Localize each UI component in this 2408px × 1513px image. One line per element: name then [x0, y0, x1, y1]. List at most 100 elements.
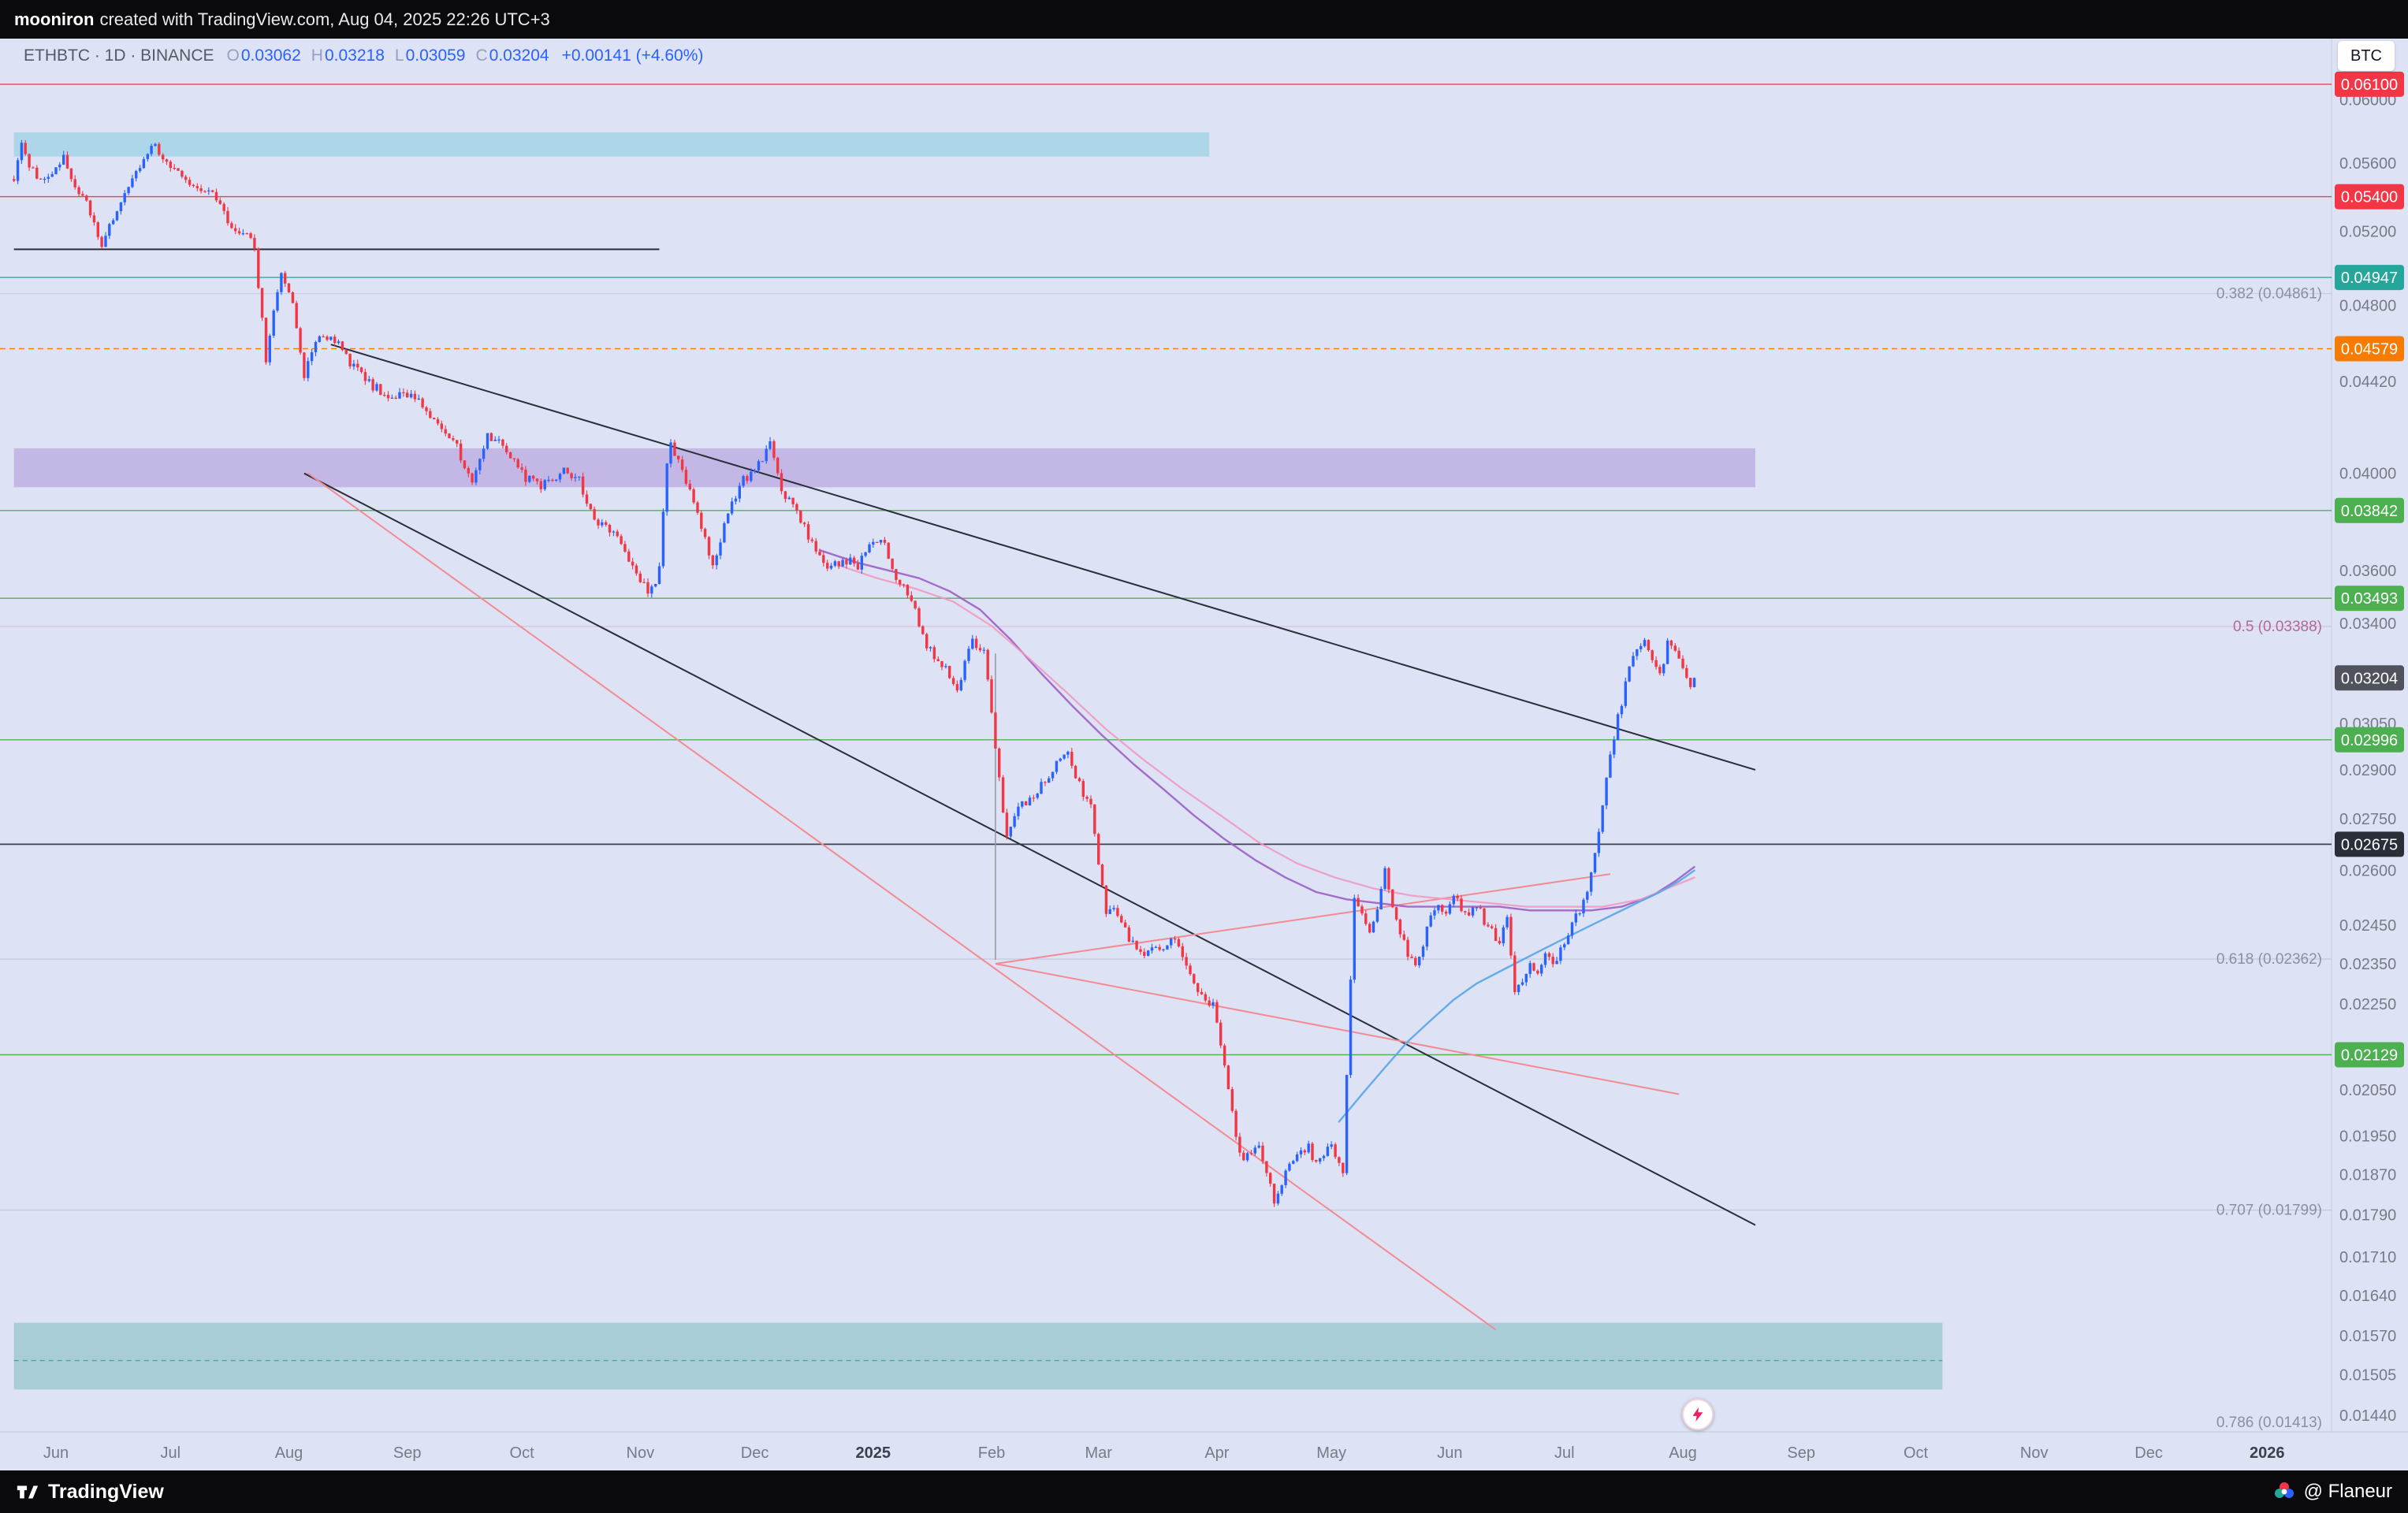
price-badge-label: 0.03204	[2341, 670, 2398, 687]
price-badge-label: 0.02675	[2341, 836, 2398, 853]
price-tick-label: 0.01440	[2339, 1407, 2396, 1425]
time-tick-label: Nov	[627, 1444, 655, 1462]
price-badge	[2335, 1042, 2404, 1068]
price-tick-label: 0.02600	[2339, 863, 2396, 880]
time-tick-label: 2025	[856, 1444, 891, 1462]
axes: 0.382 (0.04861) 0.5 (0.03388) 0.618 (0.023…	[0, 39, 2408, 1470]
watermark-author: mooniron	[14, 9, 95, 29]
horizontal-levels[interactable]	[0, 84, 2332, 1056]
price-badge	[2335, 71, 2404, 97]
fib-label: 0.786 (0.01413)	[2216, 1414, 2322, 1431]
price-tick-label: 0.02250	[2339, 996, 2396, 1013]
price-badge-label: 0.06100	[2341, 76, 2398, 94]
legend-low: L0.03059	[394, 46, 466, 65]
price-badge	[2335, 265, 2404, 291]
price-badge	[2335, 831, 2404, 857]
chart-area: 0.382 (0.04861) 0.5 (0.03388) 0.618 (0.023…	[0, 39, 2408, 1470]
time-tick-label: Nov	[2020, 1444, 2049, 1462]
price-badge-label: 0.03842	[2341, 503, 2398, 520]
ma-purple	[818, 549, 1695, 912]
legend-high: H0.03218	[311, 46, 385, 65]
watermark-text: created with TradingView.com, Aug 04, 20…	[99, 9, 550, 29]
time-tick-label: Dec	[2134, 1444, 2163, 1462]
flaneur-avatar-icon	[2273, 1481, 2295, 1503]
currency-unit-button[interactable]: BTC	[2338, 41, 2395, 71]
price-tick-label: 0.01870	[2339, 1166, 2396, 1184]
downtrend-red	[307, 472, 1497, 1331]
resistance-zone-mid	[13, 448, 1756, 488]
price-badge	[2335, 497, 2404, 523]
price-badge-label: 0.02129	[2341, 1047, 2398, 1065]
price-tick-label: 0.04800	[2339, 297, 2396, 314]
author-credit[interactable]: @ Flaneur	[2303, 1481, 2392, 1502]
fib-label: 0.707 (0.01799)	[2216, 1203, 2322, 1219]
time-tick-label: Dec	[741, 1444, 769, 1462]
watermark-bar: mooniron created with TradingView.com, A…	[0, 0, 2408, 39]
chart-canvas[interactable]: 0.382 (0.04861) 0.5 (0.03388) 0.618 (0.023…	[0, 39, 2408, 1470]
lightning-bolt-icon	[1692, 1407, 1703, 1422]
price-badge-label: 0.02996	[2341, 732, 2398, 749]
price-axis[interactable]	[2332, 39, 2408, 1432]
price-badge-label: 0.03493	[2341, 590, 2398, 608]
tradingview-logo-icon[interactable]	[16, 1480, 39, 1504]
price-tick-label: 0.02050	[2339, 1082, 2396, 1099]
time-tick-label: Aug	[1669, 1444, 1697, 1462]
wedge-upper-red	[995, 873, 1611, 965]
price-tick-label: 0.04000	[2339, 466, 2396, 483]
trendlines[interactable]	[13, 248, 1756, 1331]
time-tick-label: Sep	[393, 1444, 422, 1462]
price-badge	[2335, 585, 2404, 612]
time-tick-label: Feb	[978, 1444, 1005, 1462]
channel-upper	[330, 344, 1756, 771]
price-tick-label: 0.05600	[2339, 155, 2396, 173]
wedge-lower-red	[995, 963, 1680, 1095]
time-tick-label: May	[1316, 1444, 1346, 1462]
price-tick-label: 0.01790	[2339, 1206, 2396, 1224]
fib-retracement[interactable]	[0, 293, 2332, 1211]
lightning-marker[interactable]	[1682, 1399, 1714, 1430]
channel-lower	[303, 472, 1756, 1226]
price-tick-label: 0.01950	[2339, 1128, 2396, 1145]
up-candle-wicks	[17, 139, 1695, 1206]
legend-change: +0.00141 (+4.60%)	[561, 46, 704, 65]
tradingview-brand[interactable]: TradingView	[48, 1480, 164, 1503]
legend-ohlc: O0.03062 H0.03218 L0.03059 C0.03204	[227, 46, 549, 65]
demand-zone-bottom	[13, 1322, 1943, 1390]
time-tick-label: Mar	[1085, 1444, 1112, 1462]
footer-bar: TradingView @ Flaneur	[0, 1470, 2408, 1513]
price-tick-label: 0.03600	[2339, 563, 2396, 580]
ma-blue	[1338, 869, 1695, 1123]
legend-open: O0.03062	[226, 46, 301, 65]
price-tick-label: 0.01710	[2339, 1249, 2396, 1266]
price-badge	[2335, 336, 2404, 362]
legend-symbol-title[interactable]: ETHBTC · 1D · BINANCE	[24, 46, 214, 65]
price-badge-label: 0.04947	[2341, 270, 2398, 287]
moving-averages	[818, 549, 1695, 1123]
zones[interactable]	[13, 132, 1943, 1390]
up-candle-bodies	[16, 143, 1696, 1204]
price-tick-label: 0.02350	[2339, 956, 2396, 973]
price-tick-label: 0.01640	[2339, 1288, 2396, 1305]
time-tick-label: Apr	[1204, 1444, 1229, 1462]
price-tick-label: 0.02900	[2339, 762, 2396, 779]
price-tick-label: 0.03400	[2339, 615, 2396, 633]
symbol-legend: ETHBTC · 1D · BINANCE O0.03062 H0.03218 …	[24, 46, 703, 65]
candles	[13, 139, 1696, 1207]
fib-label: 0.5 (0.03388)	[2233, 619, 2322, 635]
legend-close: C0.03204	[475, 46, 549, 65]
price-tick-label: 0.02750	[2339, 811, 2396, 828]
down-candle-wicks	[13, 139, 1692, 1207]
price-badge	[2335, 727, 2404, 753]
time-tick-label: Oct	[1904, 1444, 1929, 1462]
ma-pink	[838, 564, 1695, 908]
price-tick-label: 0.05200	[2339, 224, 2396, 241]
price-tick-label: 0.01505	[2339, 1366, 2396, 1384]
time-axis[interactable]	[0, 1432, 2408, 1470]
time-tick-label: Jul	[1554, 1444, 1575, 1462]
price-tick-label: 0.02450	[2339, 917, 2396, 935]
time-tick-label: Jun	[43, 1444, 69, 1462]
price-badge-label: 0.05400	[2341, 189, 2398, 206]
fib-label: 0.382 (0.04861)	[2216, 286, 2322, 303]
time-tick-label: 2026	[2250, 1444, 2285, 1462]
time-tick-label: Sep	[1787, 1444, 1815, 1462]
